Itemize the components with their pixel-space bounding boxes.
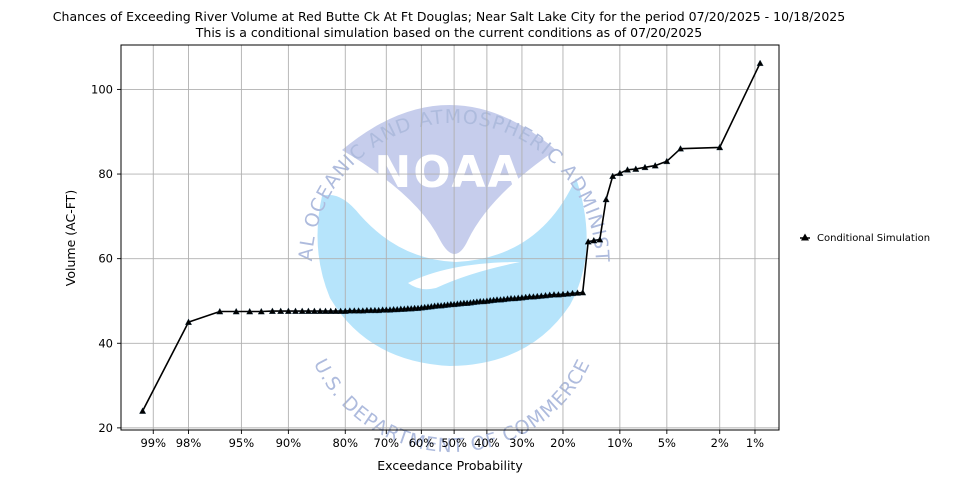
data-point-marker bbox=[322, 307, 329, 314]
data-point-marker bbox=[574, 289, 581, 296]
data-point-marker bbox=[596, 236, 604, 243]
data-point-marker bbox=[350, 307, 358, 314]
data-point-marker bbox=[284, 307, 292, 314]
data-point-marker bbox=[579, 288, 587, 296]
data-point-marker bbox=[298, 307, 306, 314]
data-point-marker bbox=[550, 291, 558, 298]
series-layer bbox=[139, 59, 764, 414]
noaa-logo-gull bbox=[408, 262, 520, 290]
plot-frame bbox=[120, 44, 780, 431]
data-point-marker bbox=[337, 307, 345, 314]
data-point-marker bbox=[341, 307, 349, 314]
x-axis-label: Exceedance Probability bbox=[377, 458, 523, 473]
data-point-marker bbox=[663, 157, 671, 165]
x-tick-label: 50% bbox=[441, 436, 467, 450]
data-point-marker bbox=[346, 307, 354, 314]
data-point-marker bbox=[232, 307, 240, 315]
data-point-marker bbox=[355, 307, 363, 314]
legend: Conditional Simulation bbox=[800, 233, 930, 244]
data-point-marker bbox=[327, 307, 335, 314]
legend-label: Conditional Simulation bbox=[817, 233, 930, 244]
data-point-marker bbox=[677, 145, 684, 152]
data-point-marker bbox=[716, 143, 724, 151]
y-tick-label: 20 bbox=[98, 421, 113, 435]
x-tick-label: 30% bbox=[509, 436, 535, 450]
data-point-marker bbox=[554, 291, 562, 298]
y-axis-label: Volume (AC-FT) bbox=[63, 190, 78, 286]
noaa-logo-upper bbox=[342, 105, 556, 254]
data-point-marker bbox=[602, 195, 610, 203]
x-tick-label: 5% bbox=[658, 436, 676, 450]
data-point-marker bbox=[756, 59, 764, 66]
noaa-logo-text: NOAA bbox=[374, 147, 523, 198]
data-point-marker bbox=[246, 307, 254, 315]
data-point-marker bbox=[139, 407, 147, 414]
data-point-marker bbox=[624, 166, 631, 173]
y-tick-label: 100 bbox=[91, 82, 113, 96]
y-ticks: 20 40 60 80 100 bbox=[91, 82, 121, 435]
data-point-marker bbox=[632, 165, 640, 172]
legend-marker-triangle-icon bbox=[801, 233, 809, 241]
data-point-marker bbox=[564, 290, 572, 297]
noaa-watermark: NOAA NATIONAL OCEANIC AND ATMOSPHERIC AD… bbox=[0, 0, 612, 457]
y-tick-label: 40 bbox=[98, 336, 113, 350]
data-point-marker bbox=[584, 238, 592, 245]
grid bbox=[121, 45, 779, 430]
x-tick-label: 40% bbox=[474, 436, 500, 450]
data-point-marker bbox=[651, 162, 659, 169]
x-ticks: 99% 98% 95% 90% 80% 70% 60% 50% 40% 30% 20% 10% 5% 2%… bbox=[140, 430, 764, 450]
data-point-marker bbox=[216, 307, 224, 315]
data-point-marker bbox=[310, 307, 318, 314]
x-tick-label: 10% bbox=[607, 436, 633, 450]
data-point-marker bbox=[332, 307, 340, 314]
chart-subtitle: This is a conditional simulation based o… bbox=[195, 25, 702, 40]
x-tick-label: 98% bbox=[176, 436, 202, 450]
x-tick-label: 99% bbox=[140, 436, 166, 450]
data-point-marker bbox=[316, 307, 324, 314]
data-point-marker bbox=[257, 307, 265, 315]
x-tick-label: 1% bbox=[746, 436, 764, 450]
x-tick-label: 20% bbox=[550, 436, 576, 450]
data-point-marker bbox=[277, 307, 285, 314]
data-point-marker bbox=[268, 307, 276, 314]
x-tick-label: 80% bbox=[332, 436, 358, 450]
x-tick-label: 2% bbox=[711, 436, 729, 450]
x-tick-label: 90% bbox=[276, 436, 302, 450]
x-tick-label: 95% bbox=[229, 436, 255, 450]
data-point-marker bbox=[590, 236, 598, 244]
data-point-marker bbox=[304, 307, 312, 314]
data-point-marker bbox=[569, 289, 576, 297]
data-point-marker bbox=[609, 172, 617, 179]
y-tick-label: 60 bbox=[98, 252, 113, 266]
data-point-marker bbox=[616, 169, 624, 176]
y-tick-label: 80 bbox=[98, 167, 113, 181]
data-point-marker bbox=[641, 163, 649, 171]
chart-title: Chances of Exceeding River Volume at Red… bbox=[53, 9, 845, 24]
data-point-marker bbox=[559, 290, 567, 297]
data-point-marker bbox=[292, 307, 299, 314]
x-tick-label: 60% bbox=[409, 436, 435, 450]
x-tick-label: 70% bbox=[374, 436, 400, 450]
data-point-marker bbox=[185, 318, 192, 325]
